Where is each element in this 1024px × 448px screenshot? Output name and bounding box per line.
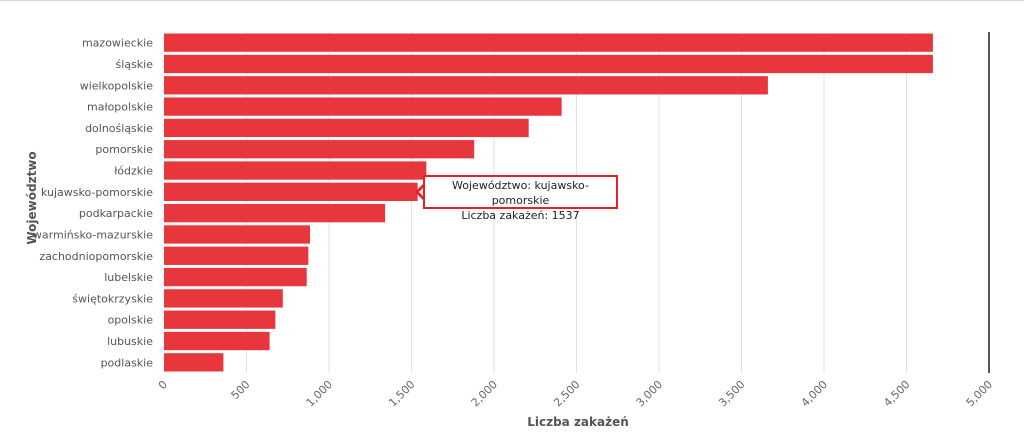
bar[interactable]: [164, 140, 475, 159]
x-tick-label: 0: [156, 378, 170, 392]
bar[interactable]: [164, 204, 386, 223]
category-label: mazowieckie: [82, 37, 153, 50]
category-label: lubelskie: [104, 271, 153, 284]
bar[interactable]: [164, 246, 309, 265]
bar[interactable]: [164, 33, 933, 52]
bar[interactable]: [164, 161, 427, 180]
tooltip-line-count: Liczba zakażeń: 1537: [461, 209, 580, 222]
bar[interactable]: [164, 182, 418, 201]
category-label: kujawsko-pomorskie: [41, 186, 153, 199]
bar[interactable]: [164, 76, 768, 95]
x-tick-label: 500: [229, 378, 253, 402]
x-tick-label: 4,000: [799, 378, 830, 409]
category-label: łódzkie: [114, 165, 153, 178]
x-tick-label: 2,500: [551, 378, 582, 409]
bar[interactable]: [164, 310, 276, 329]
tooltip-arrow-inner: [419, 186, 425, 198]
category-label: pomorskie: [95, 143, 153, 156]
bar[interactable]: [164, 289, 283, 308]
category-label: wielkopolskie: [80, 79, 154, 92]
x-tick-label: 3,500: [716, 378, 747, 409]
x-tick-label: 3,000: [634, 378, 665, 409]
category-label: podlaskie: [101, 356, 154, 369]
bar[interactable]: [164, 225, 311, 244]
category-label: lubuskie: [107, 335, 153, 348]
x-tick-label: 1,000: [304, 378, 335, 409]
x-tick-label: 1,500: [386, 378, 417, 409]
bar[interactable]: [164, 331, 270, 351]
category-labels: mazowieckie śląskie wielkopolskie małopolsk…: [33, 37, 153, 370]
category-label: małopolskie: [87, 101, 153, 114]
x-axis-title: Liczba zakażeń: [527, 415, 629, 429]
bar[interactable]: [164, 118, 529, 138]
category-label: świętokrzyskie: [72, 292, 153, 305]
bars: [164, 33, 933, 372]
category-label: zachodniopomorskie: [39, 250, 153, 263]
bar[interactable]: [164, 97, 562, 116]
category-label: warmińsko-mazurskie: [33, 228, 153, 241]
category-label: opolskie: [108, 314, 154, 327]
bar[interactable]: [164, 353, 224, 372]
top-border: [0, 0, 1024, 1]
category-label: dolnośląskie: [85, 122, 153, 135]
tooltip: Województwo: kujawsko-pomorskie Liczba z…: [423, 175, 618, 222]
x-tick-label: 2,000: [469, 378, 500, 409]
x-tick-labels: 0 500 1,000 1,500 2,000 2,500 3,000 3,500 4,000 4…: [156, 378, 995, 409]
tooltip-line-province: Województwo: kujawsko-pomorskie: [452, 179, 589, 207]
bar[interactable]: [164, 267, 307, 287]
x-tick-label: 5,000: [964, 378, 995, 409]
category-label: podkarpackie: [79, 207, 153, 220]
category-label: śląskie: [116, 58, 154, 71]
y-axis-title: Województwo: [25, 151, 39, 244]
bar[interactable]: [164, 54, 933, 74]
x-tick-label: 4,500: [881, 378, 912, 409]
